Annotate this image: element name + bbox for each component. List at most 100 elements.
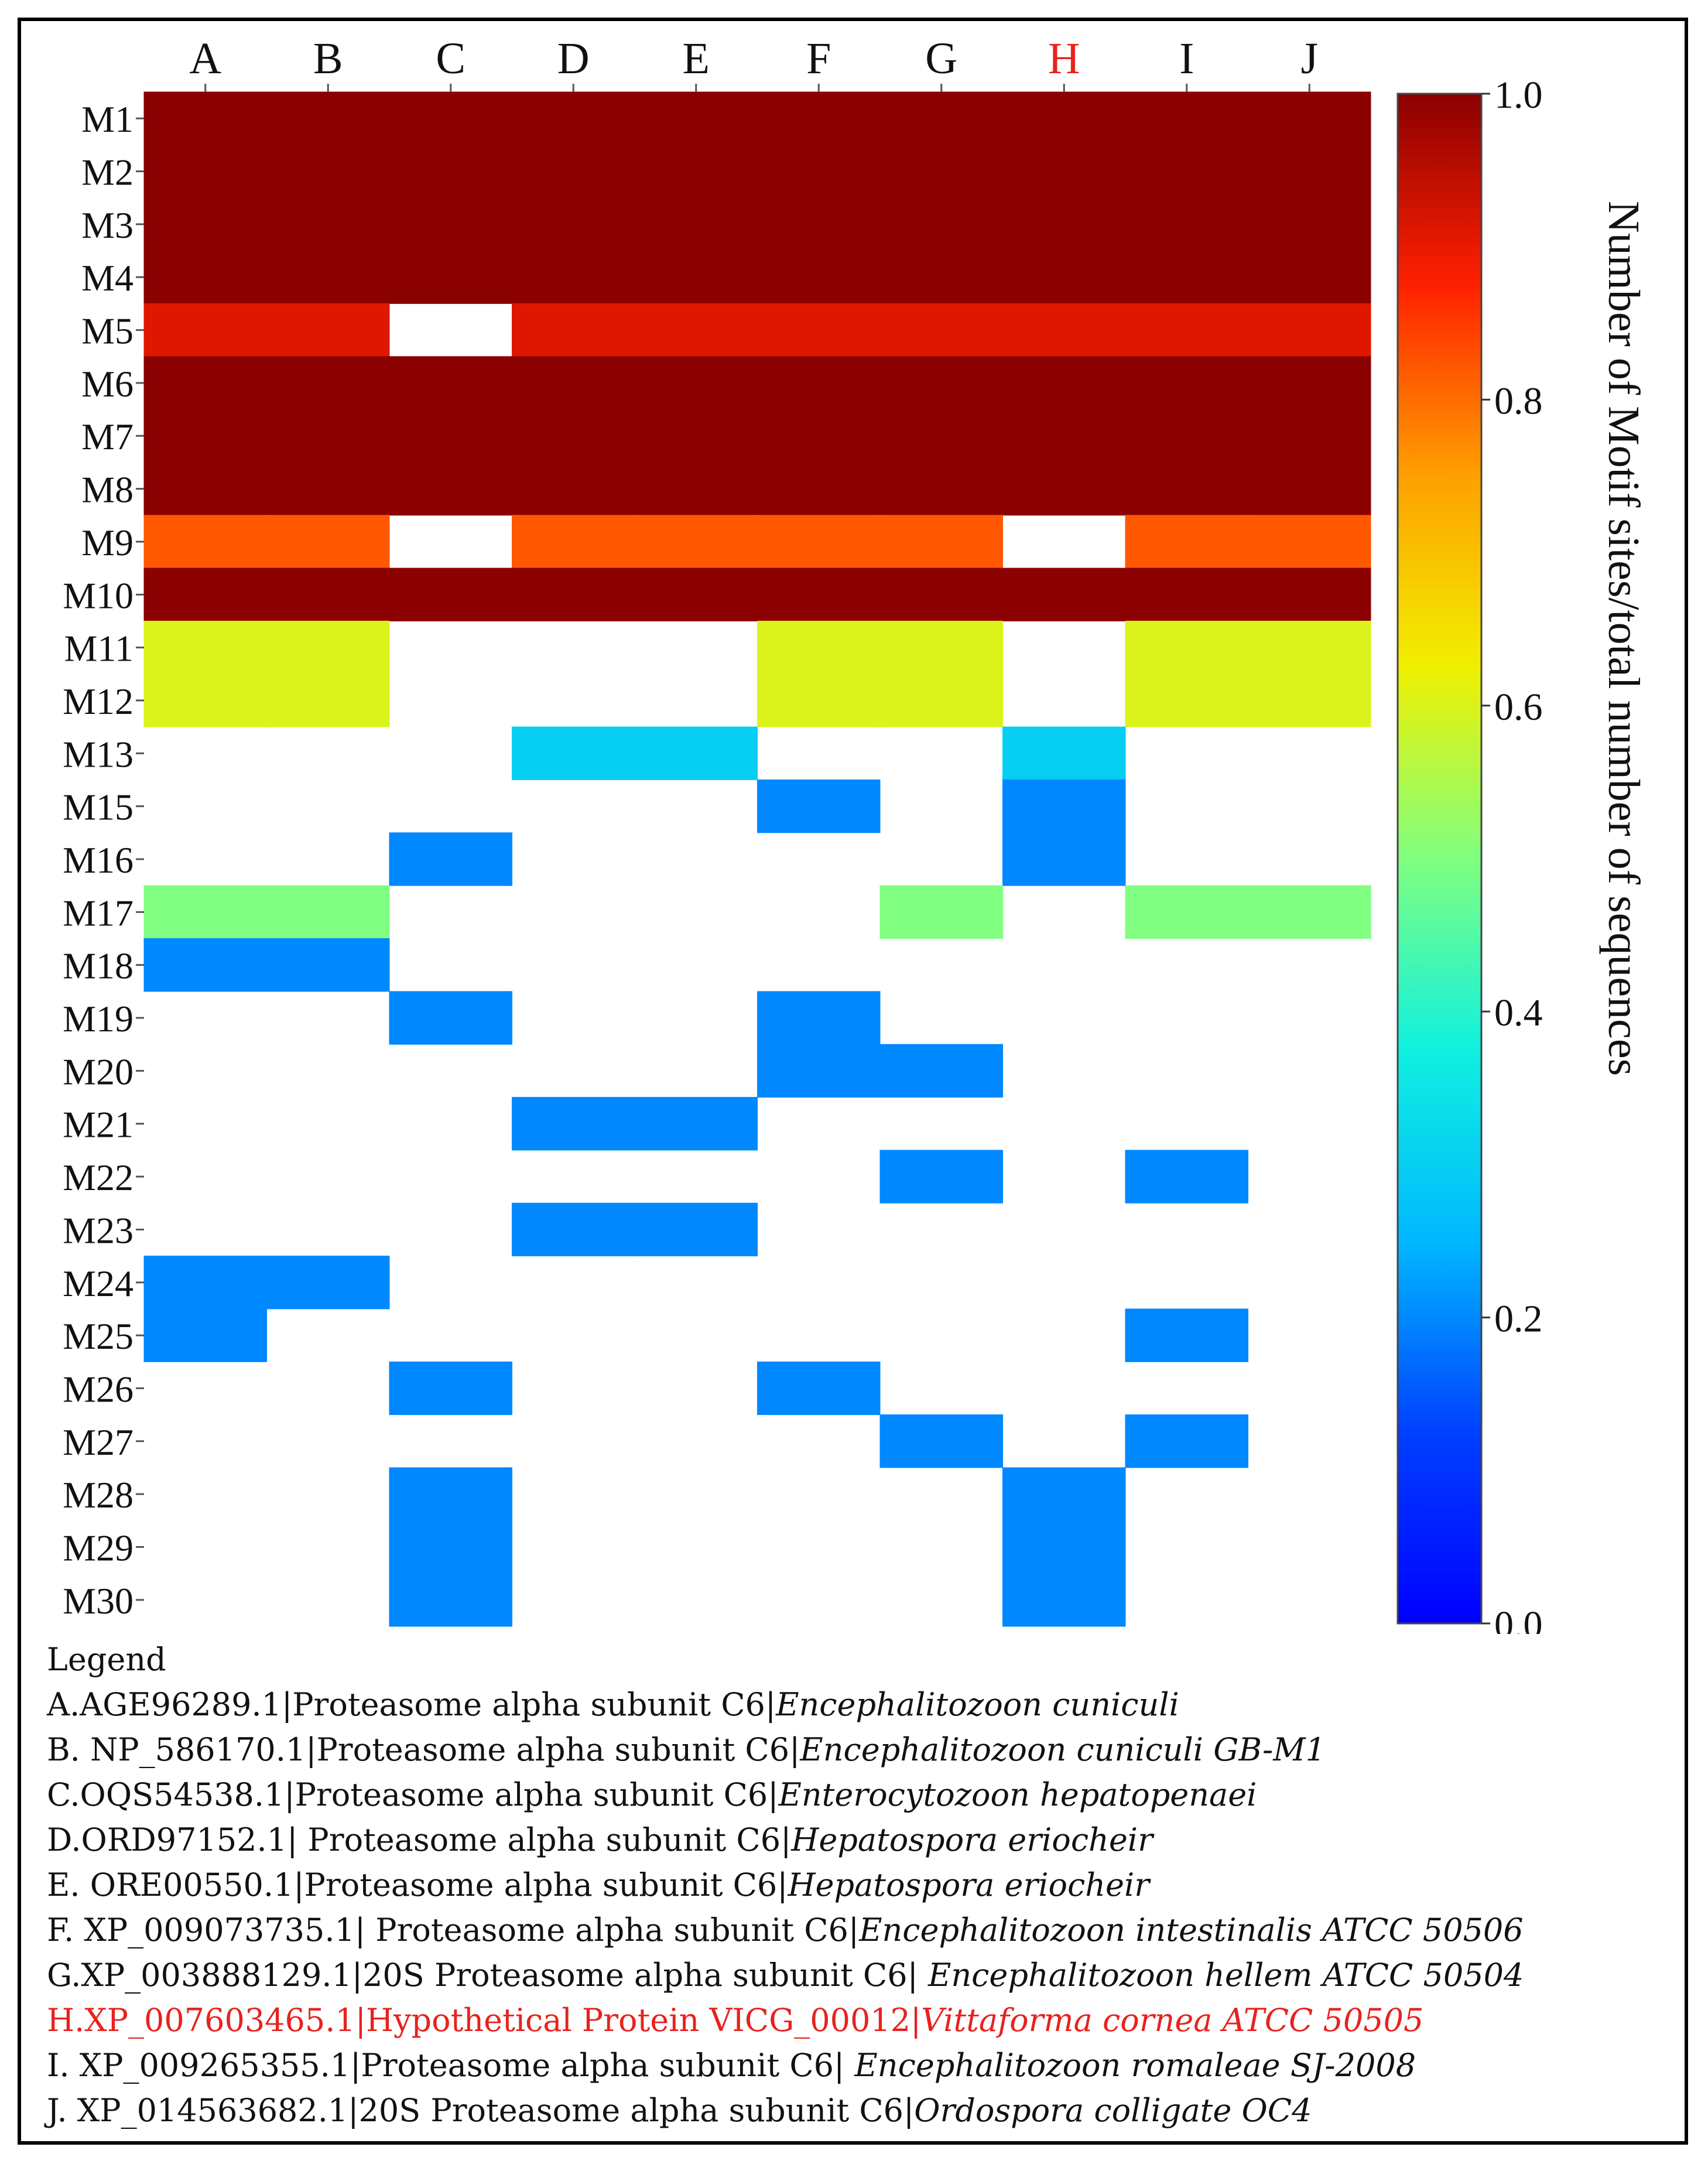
heatmap-cell-M17-I [1125,885,1248,939]
heatmap-cell-M21-E [634,1097,758,1151]
heatmap-cell-M8-A [143,461,267,516]
heatmap-cell-M7-A [143,409,267,463]
legend-entry-accession: A.AGE96289.1|Proteasome alpha subunit C6… [47,1686,776,1723]
legend-entry-3: D.ORD97152.1| Proteasome alpha subunit C… [47,1817,1663,1862]
heatmap-cell-M26-F [757,1361,881,1416]
row-label-M8: M8 [81,469,134,511]
heatmap-cell-M8-C [389,461,512,516]
legend-entry-accession: H.XP_007603465.1|Hypothetical Protein VI… [47,2002,922,2039]
legend: Legend A.AGE96289.1|Proteasome alpha sub… [47,1637,1663,2133]
heatmap-cells [143,91,1371,1627]
heatmap-cell-M5-I [1125,303,1248,357]
heatmap-cell-M11-J [1248,620,1371,675]
heatmap-cell-M1-A [143,91,267,145]
legend-entry-species: Encephalitozoon cuniculi GB-M1 [800,1731,1326,1768]
heatmap-cell-M27-I [1125,1414,1248,1468]
row-label-M12: M12 [63,681,134,722]
legend-entry-accession: D.ORD97152.1| Proteasome alpha subunit C… [47,1821,792,1858]
legend-entry-7: H.XP_007603465.1|Hypothetical Protein VI… [47,1998,1663,2043]
heatmap-cell-M2-D [512,144,635,199]
heatmap-cell-M11-I [1125,620,1248,675]
heatmap-cell-M3-E [634,197,758,251]
heatmap-cell-M24-B [266,1256,390,1310]
row-label-M11: M11 [64,628,134,669]
heatmap-cell-M9-B [266,515,390,569]
column-label-A: A [189,34,221,83]
heatmap-cell-M3-J [1248,197,1371,251]
heatmap-cell-M23-E [634,1202,758,1257]
row-label-M28: M28 [63,1474,134,1516]
heatmap-cell-M19-F [757,991,881,1045]
heatmap-cell-M4-E [634,250,758,304]
heatmap-cell-M29-C [389,1520,512,1574]
heatmap-cell-M2-F [757,144,881,199]
row-label-M5: M5 [81,310,134,352]
heatmap-cell-M5-J [1248,303,1371,357]
heatmap-cell-M2-C [389,144,512,199]
heatmap-cell-M22-I [1125,1150,1248,1204]
heatmap-cell-M7-I [1125,409,1248,463]
heatmap-cell-M29-H [1002,1520,1126,1574]
heatmap-cell-M13-D [512,726,635,780]
heatmap-cell-M7-G [879,409,1003,463]
heatmap-cell-M20-G [879,1044,1003,1098]
heatmap-cell-M1-C [389,91,512,145]
heatmap-cell-M4-A [143,250,267,304]
legend-entries: A.AGE96289.1|Proteasome alpha subunit C6… [47,1682,1663,2133]
legend-entry-accession: F. XP_009073735.1| Proteasome alpha subu… [47,1912,860,1948]
heatmap-cell-M9-D [512,515,635,569]
heatmap-cell-M13-H [1002,726,1126,780]
heatmap-cell-M16-C [389,832,512,886]
legend-entry-species: Ordospora colligate OC4 [914,2092,1312,2129]
heatmap-cell-M1-F [757,91,881,145]
heatmap-cell-M1-H [1002,91,1126,145]
heatmap-cell-M1-I [1125,91,1248,145]
row-label-M21: M21 [63,1104,134,1146]
heatmap-cell-M6-J [1248,356,1371,410]
heatmap-cell-M12-F [757,674,881,727]
heatmap-cell-M8-D [512,461,635,516]
heatmap-cell-M3-C [389,197,512,251]
column-label-H: H [1048,34,1080,83]
column-label-I: I [1179,34,1194,83]
heatmap-cell-M3-G [879,197,1003,251]
legend-entry-0: A.AGE96289.1|Proteasome alpha subunit C6… [47,1682,1663,1727]
heatmap-cell-M6-F [757,356,881,410]
heatmap-cell-M28-H [1002,1467,1126,1521]
heatmap-cell-M1-B [266,91,390,145]
heatmap-cell-M8-F [757,461,881,516]
legend-entry-species: Encephalitozoon romaleae SJ-2008 [844,2047,1416,2084]
heatmap-cell-M13-E [634,726,758,780]
heatmap-cell-M8-G [879,461,1003,516]
heatmap-cell-M4-D [512,250,635,304]
row-label-M17: M17 [63,892,134,934]
heatmap-cell-M5-A [143,303,267,357]
heatmap-cell-M3-A [143,197,267,251]
legend-entry-6: G.XP_003888129.1|20S Proteasome alpha su… [47,1953,1663,1998]
heatmap-cell-M10-G [879,568,1003,621]
heatmap-cell-M3-B [266,197,390,251]
heatmap-cell-M6-C [389,356,512,410]
legend-entry-8: I. XP_009265355.1|Proteasome alpha subun… [47,2043,1663,2088]
row-label-M3: M3 [81,204,134,246]
heatmap-cell-M5-E [634,303,758,357]
heatmap-cell-M3-H [1002,197,1126,251]
heatmap-cell-M10-C [389,568,512,621]
heatmap-cell-M3-I [1125,197,1248,251]
row-label-M1: M1 [81,98,134,140]
heatmap-cell-M10-B [266,568,390,621]
heatmap-cell-M10-H [1002,568,1126,621]
heatmap-cell-M28-C [389,1467,512,1521]
legend-entry-1: B. NP_586170.1|Proteasome alpha subunit … [47,1727,1663,1772]
legend-entry-species: Encephalitozoon hellem ATCC 50504 [918,1957,1524,1994]
legend-entry-species: Hepatospora eriocheir [791,1821,1153,1858]
heatmap-cell-M6-A [143,356,267,410]
column-labels: A B C D E F G H I J [189,34,1318,92]
heatmap-cell-M6-I [1125,356,1248,410]
colorbar-tick-label-0.6: 0.6 [1494,686,1543,729]
legend-entry-5: F. XP_009073735.1| Proteasome alpha subu… [47,1907,1663,1953]
row-label-M25: M25 [63,1315,134,1357]
colorbar-tick-label-0.0: 0.0 [1494,1604,1543,1634]
heatmap-cell-M9-F [757,515,881,569]
